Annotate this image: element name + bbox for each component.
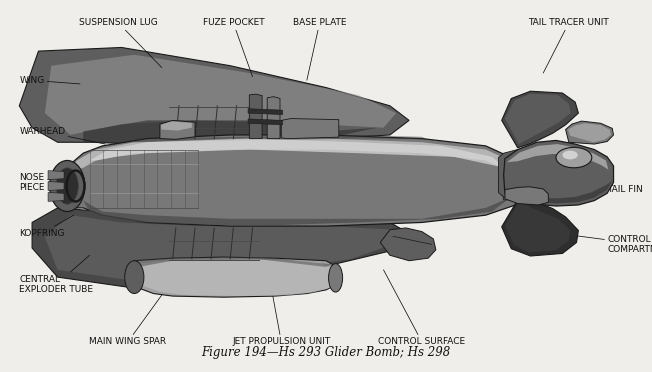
Polygon shape — [160, 121, 195, 140]
Ellipse shape — [329, 264, 342, 292]
Polygon shape — [131, 257, 338, 297]
Polygon shape — [45, 55, 396, 135]
Text: NOSE
PIECE: NOSE PIECE — [20, 173, 74, 192]
Polygon shape — [249, 94, 262, 139]
Circle shape — [556, 147, 592, 168]
Ellipse shape — [125, 261, 144, 294]
Polygon shape — [267, 97, 280, 139]
Polygon shape — [507, 144, 608, 170]
Text: MAIN WING SPAR: MAIN WING SPAR — [89, 285, 170, 346]
Text: WING: WING — [20, 76, 80, 85]
Polygon shape — [134, 259, 334, 296]
Text: WARHEAD: WARHEAD — [20, 127, 106, 144]
Polygon shape — [134, 257, 333, 268]
Polygon shape — [248, 119, 282, 125]
Text: Figure 194—Hs 293 Glider Bomb; Hs 298: Figure 194—Hs 293 Glider Bomb; Hs 298 — [201, 346, 451, 359]
Text: SUSPENSION LUG: SUSPENSION LUG — [79, 19, 162, 68]
Polygon shape — [20, 48, 409, 146]
Polygon shape — [281, 119, 339, 139]
Text: JET PROPULSION UNIT: JET PROPULSION UNIT — [232, 290, 331, 346]
Polygon shape — [89, 139, 505, 168]
Polygon shape — [32, 208, 409, 288]
Polygon shape — [83, 197, 511, 226]
Ellipse shape — [56, 168, 78, 204]
Polygon shape — [48, 193, 64, 201]
Polygon shape — [45, 215, 403, 281]
Polygon shape — [83, 121, 377, 146]
Text: TAIL TRACER UNIT: TAIL TRACER UNIT — [528, 19, 609, 73]
Polygon shape — [506, 180, 612, 203]
Polygon shape — [505, 94, 570, 144]
Text: KOPFRING: KOPFRING — [20, 215, 74, 238]
Text: CONTROL
COMPARTMENT: CONTROL COMPARTMENT — [531, 230, 652, 254]
Polygon shape — [499, 150, 518, 200]
Polygon shape — [380, 228, 436, 261]
Polygon shape — [502, 91, 578, 148]
Polygon shape — [161, 122, 192, 131]
Polygon shape — [502, 158, 514, 200]
Polygon shape — [505, 187, 548, 205]
Polygon shape — [48, 182, 64, 190]
Circle shape — [563, 151, 578, 159]
Polygon shape — [134, 135, 428, 142]
Text: TAIL FIN: TAIL FIN — [553, 179, 643, 194]
Polygon shape — [48, 171, 64, 179]
Polygon shape — [568, 123, 611, 142]
Text: CONTROL SURFACE: CONTROL SURFACE — [378, 270, 466, 346]
Polygon shape — [64, 135, 531, 226]
Ellipse shape — [50, 160, 85, 212]
Text: BASE PLATE: BASE PLATE — [293, 19, 346, 80]
Polygon shape — [248, 109, 282, 115]
Text: CENTRAL
EXPLODER TUBE: CENTRAL EXPLODER TUBE — [20, 255, 93, 294]
Polygon shape — [503, 141, 614, 206]
Polygon shape — [505, 202, 570, 252]
Polygon shape — [70, 139, 518, 175]
Polygon shape — [566, 121, 614, 144]
Text: FUZE POCKET: FUZE POCKET — [203, 19, 264, 77]
Polygon shape — [502, 200, 578, 256]
